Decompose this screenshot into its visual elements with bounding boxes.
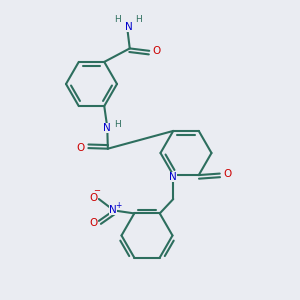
Text: O: O <box>223 169 231 178</box>
Text: N: N <box>109 205 117 215</box>
Text: O: O <box>89 218 98 228</box>
Text: −: − <box>93 186 100 195</box>
Text: O: O <box>153 46 161 56</box>
Text: N: N <box>169 172 176 182</box>
Text: H: H <box>114 120 121 129</box>
Text: O: O <box>77 143 85 153</box>
Text: H: H <box>135 15 142 24</box>
Text: O: O <box>89 193 98 202</box>
Text: H: H <box>114 15 121 24</box>
Text: N: N <box>125 22 132 32</box>
Text: +: + <box>116 200 122 209</box>
Text: N: N <box>103 123 110 133</box>
